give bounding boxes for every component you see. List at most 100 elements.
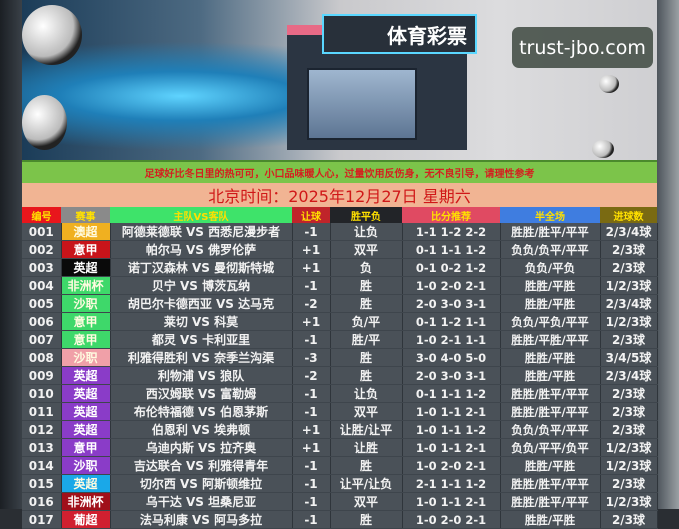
match-number: 005 xyxy=(22,294,62,313)
header-result: 胜平负 xyxy=(330,207,402,223)
teams: 乌迪内斯 VS 拉齐奥 xyxy=(110,438,293,457)
half-full-pick: 胜胜/胜平/平平 xyxy=(500,492,601,511)
handicap: -1 xyxy=(292,384,331,403)
match-number: 015 xyxy=(22,474,62,493)
result-pick: 胜 xyxy=(330,366,403,385)
result-pick: 胜/平 xyxy=(330,330,403,349)
result-pick: 双平 xyxy=(330,402,403,421)
score-pick: 2-0 3-0 3-1 xyxy=(402,294,501,313)
handicap: -1 xyxy=(292,330,331,349)
score-pick: 1-0 2-0 2-1 xyxy=(402,276,501,295)
store-sign: 体育彩票 xyxy=(322,14,477,54)
header-halffull: 半全场 xyxy=(500,207,600,223)
result-pick: 胜 xyxy=(330,348,403,367)
watermark: trust-jbo.com xyxy=(512,27,653,68)
half-full-pick: 胜胜/平胜 xyxy=(500,366,601,385)
handicap: -1 xyxy=(292,402,331,421)
teams: 利雅得胜利 VS 奈季兰沟渠 xyxy=(110,348,293,367)
league-badge: 沙职 xyxy=(61,294,111,313)
result-pick: 胜 xyxy=(330,294,403,313)
match-number: 009 xyxy=(22,366,62,385)
handicap: +1 xyxy=(292,258,331,277)
handicap: -2 xyxy=(292,294,331,313)
goals-pick: 2/3/4球 xyxy=(600,294,658,313)
goals-pick: 1/2/3球 xyxy=(600,456,658,475)
table-row: 014 沙职 吉达联合 VS 利雅得青年 -1 胜 1-0 2-0 2-1 胜胜/平胜 1/2… xyxy=(22,456,658,475)
handicap: +1 xyxy=(292,240,331,259)
handicap: -2 xyxy=(292,366,331,385)
score-pick: 1-0 1-1 2-1 xyxy=(402,438,501,457)
match-number: 003 xyxy=(22,258,62,277)
match-number: 011 xyxy=(22,402,62,421)
match-number: 017 xyxy=(22,510,62,529)
table-row: 009 英超 利物浦 VS 狼队 -2 胜 2-0 3-0 3-1 胜胜/平胜 2/3/4球 xyxy=(22,366,658,385)
football-icon xyxy=(22,5,82,65)
goals-pick: 1/2/3球 xyxy=(600,276,658,295)
score-pick: 1-0 2-1 1-1 xyxy=(402,330,501,349)
teams: 贝宁 VS 博茨瓦纳 xyxy=(110,276,293,295)
handicap: -1 xyxy=(292,510,331,529)
league-badge: 意甲 xyxy=(61,438,111,457)
result-pick: 让负 xyxy=(330,223,403,241)
half-full-pick: 胜胜/平胜 xyxy=(500,510,601,529)
goals-pick: 2/3球 xyxy=(600,474,658,493)
half-full-pick: 胜胜/胜平/平平 xyxy=(500,223,601,241)
league-badge: 意甲 xyxy=(61,312,111,331)
table-row: 003 英超 诺丁汉森林 VS 曼彻斯特城 +1 负 0-1 0-2 1-2 负负/平负 2/… xyxy=(22,258,658,277)
header-no: 编号 xyxy=(22,207,61,223)
half-full-pick: 胜胜/平胜 xyxy=(500,294,601,313)
table-row: 008 沙职 利雅得胜利 VS 奈季兰沟渠 -3 胜 3-0 4-0 5-0 胜胜/平胜 3/… xyxy=(22,348,658,367)
teams: 伯恩利 VS 埃弗顿 xyxy=(110,420,293,439)
table-row: 007 意甲 都灵 VS 卡利亚里 -1 胜/平 1-0 2-1 1-1 胜胜/平胜/平平 2… xyxy=(22,330,658,349)
league-badge: 意甲 xyxy=(61,240,111,259)
half-full-pick: 负负/平负 xyxy=(500,258,601,277)
handicap: -1 xyxy=(292,474,331,493)
league-badge: 英超 xyxy=(61,402,111,421)
match-number: 004 xyxy=(22,276,62,295)
half-full-pick: 胜胜/胜平/平平 xyxy=(500,402,601,421)
goals-pick: 2/3/4球 xyxy=(600,366,658,385)
notice-bar: 足球好比冬日里的热可可，小口品味暖人心，过量饮用反伤身，无不良引导，请理性参考 xyxy=(22,160,657,183)
table-row: 016 非洲杯 乌干达 VS 坦桑尼亚 -1 双平 1-0 1-1 2-1 胜胜/胜平/平平… xyxy=(22,492,658,511)
score-pick: 1-0 2-0 2-1 xyxy=(402,510,501,529)
header-handicap: 让球 xyxy=(292,207,330,223)
goals-pick: 2/3球 xyxy=(600,384,658,403)
teams: 乌干达 VS 坦桑尼亚 xyxy=(110,492,293,511)
teams: 西汉姆联 VS 富勒姆 xyxy=(110,384,293,403)
league-badge: 沙职 xyxy=(61,456,111,475)
left-edge xyxy=(0,0,23,509)
table-row: 005 沙职 胡巴尔卡德西亚 VS 达马克 -2 胜 2-0 3-0 3-1 胜胜/平胜 2/… xyxy=(22,294,658,313)
league-badge: 英超 xyxy=(61,474,111,493)
table-header: 编号 赛事 主队VS客队 让球 胜平负 比分推荐 半全场 进球数 xyxy=(22,207,657,223)
result-pick: 让平/让负 xyxy=(330,474,403,493)
table-row: 013 意甲 乌迪内斯 VS 拉齐奥 +1 让胜 1-0 1-1 2-1 负负/平平/负平 1… xyxy=(22,438,658,457)
table-row: 011 英超 布伦特福德 VS 伯恩茅斯 -1 双平 1-0 1-1 2-1 胜胜/胜平/平… xyxy=(22,402,658,421)
score-pick: 3-0 4-0 5-0 xyxy=(402,348,501,367)
table-row: 001 澳超 阿德莱德联 VS 西悉尼漫步者 -1 让负 1-1 1-2 2-2 胜胜/胜平… xyxy=(22,223,658,241)
result-pick: 让胜/让平 xyxy=(330,420,403,439)
half-full-pick: 胜胜/胜平/平平 xyxy=(500,384,601,403)
match-number: 006 xyxy=(22,312,62,331)
match-number: 013 xyxy=(22,438,62,457)
goals-pick: 2/3球 xyxy=(600,258,658,277)
half-full-pick: 胜胜/平胜 xyxy=(500,276,601,295)
teams: 莱切 VS 科莫 xyxy=(110,312,293,331)
store-window xyxy=(307,68,417,140)
goals-pick: 1/2/3球 xyxy=(600,438,658,457)
table-row: 004 非洲杯 贝宁 VS 博茨瓦纳 -1 胜 1-0 2-0 2-1 胜胜/平胜 1/2/3… xyxy=(22,276,658,295)
goals-pick: 2/3/4球 xyxy=(600,223,658,241)
result-pick: 让胜 xyxy=(330,438,403,457)
teams: 诺丁汉森林 VS 曼彻斯特城 xyxy=(110,258,293,277)
match-number: 008 xyxy=(22,348,62,367)
goals-pick: 1/2/3球 xyxy=(600,312,658,331)
half-full-pick: 负负/平负/平平 xyxy=(500,312,601,331)
teams: 法马利康 VS 阿马多拉 xyxy=(110,510,293,529)
teams: 都灵 VS 卡利亚里 xyxy=(110,330,293,349)
handicap: -1 xyxy=(292,276,331,295)
handicap: -1 xyxy=(292,456,331,475)
match-number: 016 xyxy=(22,492,62,511)
league-badge: 英超 xyxy=(61,420,111,439)
half-full-pick: 胜胜/胜平/平平 xyxy=(500,474,601,493)
handicap: +1 xyxy=(292,420,331,439)
table-row: 017 葡超 法马利康 VS 阿马多拉 -1 胜 1-0 2-0 2-1 胜胜/平胜 2/3球 xyxy=(22,510,658,529)
